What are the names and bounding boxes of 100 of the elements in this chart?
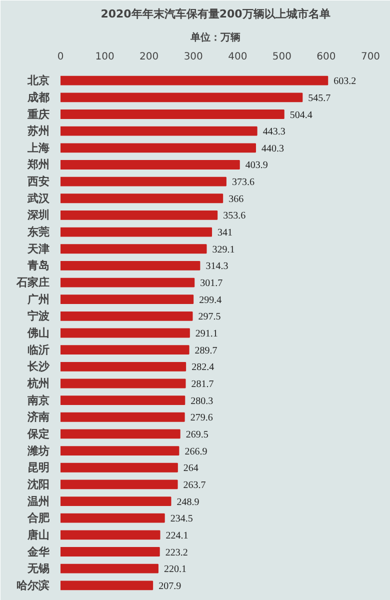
data-label: 603.2	[334, 76, 356, 88]
y-tick-label: 南京	[26, 394, 50, 407]
data-label: 443.3	[262, 126, 286, 138]
bar	[60, 429, 180, 439]
x-tick-label: 200	[140, 52, 159, 62]
bar	[60, 76, 328, 86]
bar	[60, 345, 190, 355]
y-tick-label: 保定	[26, 427, 50, 440]
bar	[60, 92, 303, 102]
data-label: 297.5	[198, 312, 221, 323]
x-tick-label: 100	[95, 52, 114, 62]
y-tick-label: 温州	[26, 494, 50, 508]
bar	[60, 362, 186, 372]
y-tick-label: 武汉	[26, 192, 50, 205]
y-tick-label: 青岛	[26, 259, 50, 272]
bar	[60, 530, 160, 540]
bar	[60, 311, 193, 321]
data-label: 353.6	[223, 210, 246, 222]
bar	[60, 126, 258, 136]
bar	[60, 564, 158, 574]
bar	[60, 210, 218, 220]
x-tick-label: 400	[228, 52, 248, 62]
data-label: 366	[228, 194, 244, 205]
bar	[60, 480, 178, 490]
data-label: 440.3	[261, 143, 284, 154]
y-tick-label: 上海	[26, 141, 50, 154]
x-tick-label: 700	[360, 52, 380, 62]
data-label: 281.7	[191, 378, 214, 390]
y-tick-label: 宁波	[28, 310, 50, 323]
y-tick-label: 广州	[26, 292, 50, 306]
bar	[60, 227, 212, 237]
bar	[60, 580, 154, 590]
y-tick-label: 昆明	[28, 461, 50, 474]
bar	[60, 412, 185, 422]
bar	[60, 462, 178, 472]
bar	[60, 244, 207, 254]
bar	[60, 294, 194, 304]
bar	[60, 278, 195, 288]
y-tick-label: 杭州	[26, 376, 50, 390]
data-label: 269.5	[186, 429, 208, 440]
data-label: 220.1	[164, 564, 186, 576]
bar	[60, 160, 240, 170]
data-label: 314.3	[206, 261, 228, 272]
y-tick-label: 唐山	[26, 528, 50, 542]
y-tick-label: 长沙	[26, 360, 50, 374]
data-label: 291.1	[195, 328, 218, 340]
data-label: 263.7	[183, 480, 206, 491]
data-label: 545.7	[308, 92, 331, 104]
y-tick-label: 郑州	[26, 158, 50, 172]
y-tick-label: 重庆	[26, 108, 50, 121]
y-tick-label: 东莞	[26, 226, 50, 239]
y-tick-label: 成都	[26, 90, 50, 104]
y-tick-label: 西安	[26, 175, 50, 188]
bar	[60, 328, 190, 338]
y-tick-label: 金华	[26, 545, 50, 558]
y-tick-label: 哈尔滨	[16, 578, 50, 592]
y-tick-label: 济南	[26, 410, 50, 424]
bar	[60, 176, 226, 186]
x-tick-label: 500	[272, 52, 292, 62]
y-tick-label: 苏州	[26, 124, 50, 138]
bar	[60, 378, 186, 388]
data-label: 266.9	[184, 446, 208, 458]
y-tick-label: 北京	[26, 74, 50, 88]
data-label: 282.4	[192, 362, 214, 374]
bar	[60, 547, 160, 556]
bar	[60, 513, 165, 523]
data-label: 234.5	[170, 514, 193, 525]
bar	[60, 260, 200, 270]
bar	[60, 496, 172, 506]
data-label: 224.1	[166, 530, 188, 542]
bar	[60, 396, 186, 406]
y-tick-label: 天津	[26, 242, 50, 256]
y-tick-label: 沈阳	[26, 478, 50, 491]
y-tick-label: 佛山	[26, 326, 50, 340]
chart-subtitle: 单位：万辆	[190, 32, 240, 44]
y-tick-label: 无锡	[26, 562, 50, 576]
data-label: 248.9	[176, 496, 200, 508]
data-label: 279.6	[190, 412, 213, 424]
data-label: 373.6	[232, 177, 254, 188]
y-tick-label: 临沂	[28, 343, 50, 356]
y-tick-label: 石家庄	[16, 276, 50, 290]
x-tick-label: 0	[57, 52, 64, 62]
y-tick-label: 潍坊	[26, 444, 50, 458]
data-label: 299.4	[199, 294, 222, 306]
y-tick-label: 深圳	[26, 208, 50, 222]
data-label: 504.4	[290, 110, 312, 121]
data-label: 403.9	[245, 160, 268, 172]
data-label: 329.1	[212, 244, 235, 256]
data-label: 301.7	[200, 278, 223, 290]
bar	[60, 110, 284, 119]
x-tick-label: 600	[316, 52, 336, 62]
data-label: 207.9	[158, 580, 182, 592]
bar	[60, 446, 180, 456]
bar	[60, 194, 224, 204]
x-tick-label: 300	[184, 52, 203, 62]
chart-title: 2020年年末汽车保有量200万辆以上城市名单	[100, 8, 330, 20]
data-label: 341	[218, 228, 233, 239]
data-label: 223.2	[165, 547, 188, 558]
y-tick-label: 合肥	[26, 512, 50, 525]
data-label: 289.7	[194, 345, 218, 356]
